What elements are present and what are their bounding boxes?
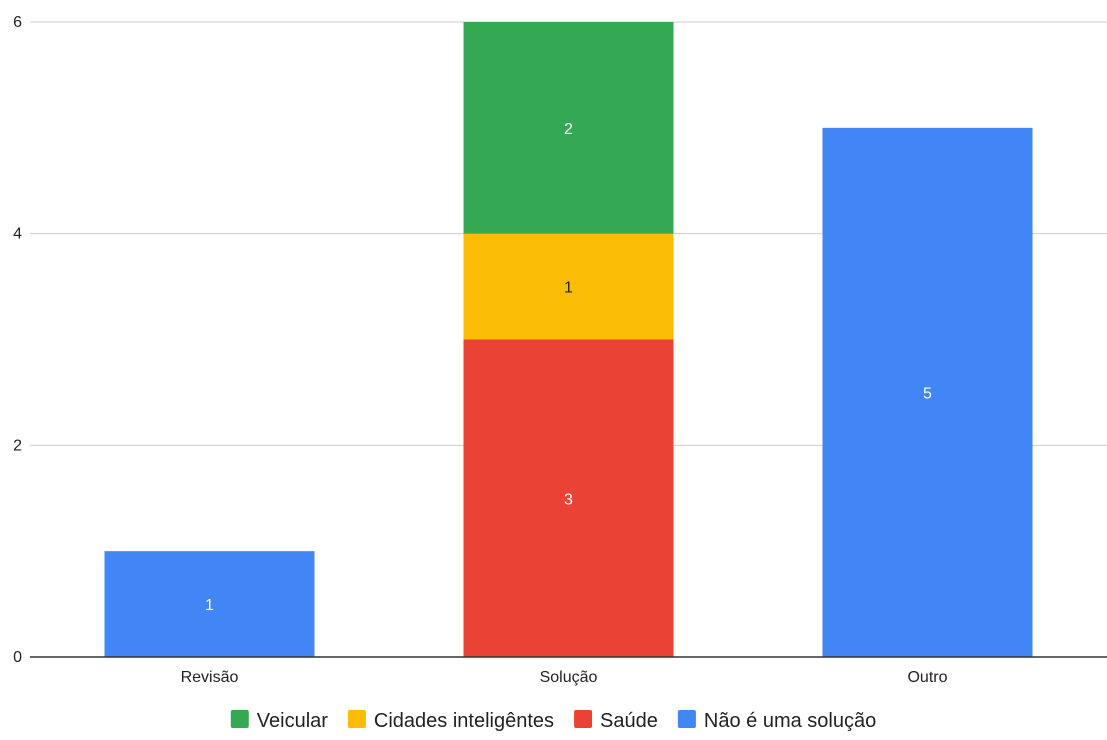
x-tick-label: Solução bbox=[540, 669, 598, 686]
legend-label-veicular: Veicular bbox=[257, 710, 328, 732]
x-tick-label: Revisão bbox=[181, 669, 239, 686]
data-label: 2 bbox=[564, 121, 573, 138]
legend-swatch-saude bbox=[574, 710, 593, 728]
legend-swatch-nao-e-uma-solucao bbox=[677, 710, 696, 728]
legend-swatch-cidades-inteligentes bbox=[347, 710, 366, 728]
legend-label-cidades-inteligentes: Cidades inteligêntes bbox=[374, 710, 554, 732]
bar-outro-nao-e-uma-solucao bbox=[822, 127, 1033, 658]
x-axis-ticks: Revisão Solução Outro bbox=[181, 669, 948, 686]
legend-label-saude: Saúde bbox=[600, 710, 658, 732]
bars bbox=[104, 22, 1033, 658]
y-axis-ticks: 0 2 4 6 bbox=[13, 14, 22, 666]
legend-swatch-veicular bbox=[230, 710, 249, 728]
legend-label-nao-e-uma-solucao: Não é uma solução bbox=[704, 710, 876, 732]
legend: Veicular Cidades inteligêntes Saúde Não é u… bbox=[230, 710, 876, 732]
y-tick-label: 4 bbox=[13, 226, 22, 243]
data-labels: 1 3 1 2 5 bbox=[205, 121, 932, 614]
y-tick-label: 2 bbox=[13, 437, 22, 454]
data-label: 5 bbox=[923, 385, 932, 402]
data-label: 3 bbox=[564, 491, 573, 508]
y-tick-label: 0 bbox=[13, 649, 22, 666]
bar-solucao-cidades-inteligentes bbox=[463, 233, 674, 340]
y-tick-label: 6 bbox=[13, 14, 22, 31]
x-tick-label: Outro bbox=[907, 669, 947, 686]
data-label: 1 bbox=[205, 597, 214, 614]
bar-solucao-saude bbox=[463, 339, 674, 657]
data-label: 1 bbox=[564, 280, 573, 297]
bar-solucao-veicular bbox=[463, 22, 674, 234]
bar-revisao-nao-e-uma-solucao bbox=[104, 551, 315, 657]
